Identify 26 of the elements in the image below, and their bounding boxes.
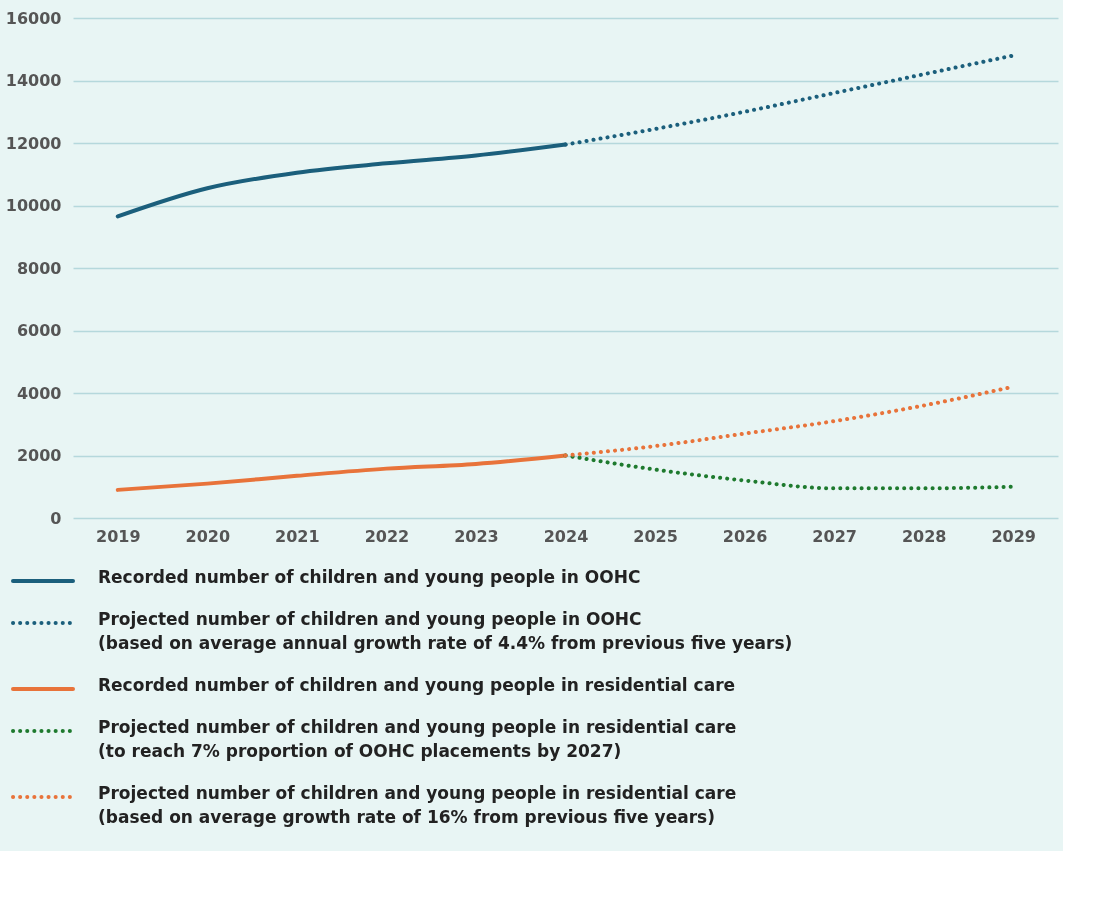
legend-label: Projected number of children and young people in residential care (to reach 7% proportion of OOHC placements by 2027) [98, 717, 737, 761]
y-tick-label: 0 [50, 508, 62, 528]
x-tick-label: 2023 [454, 526, 499, 546]
x-tick-label: 2025 [633, 526, 678, 546]
x-tick-label: 2029 [991, 526, 1036, 546]
x-tick-label: 2026 [722, 526, 768, 546]
y-tick-label: 2000 [16, 446, 62, 465]
y-tick-label: 6000 [16, 321, 62, 340]
y-tick-label: 16000 [5, 8, 62, 28]
legend-label: Projected number of children and young people in OOHC (based on average annual growth rate of 4.4% from previous five years) [98, 609, 793, 653]
legend-label: Recorded number of children and young people in OOHC [98, 567, 641, 587]
x-tick-label: 2024 [543, 526, 589, 546]
x-tick-label: 2019 [96, 526, 141, 546]
y-tick-label: 4000 [16, 383, 62, 403]
legend-label: Recorded number of children and young people in residential care [98, 675, 736, 695]
x-tick-label: 2022 [364, 526, 410, 546]
x-tick-label: 2028 [901, 526, 947, 546]
x-tick-label: 2021 [275, 526, 320, 546]
x-tick-label: 2020 [185, 526, 231, 546]
y-tick-label: 8000 [16, 258, 62, 278]
x-tick-label: 2027 [812, 526, 857, 546]
y-tick-label: 12000 [5, 133, 62, 153]
y-tick-label: 10000 [5, 196, 62, 215]
y-tick-label: 14000 [5, 71, 62, 90]
legend-label: Projected number of children and young people in residential care (based on average growth rate of 16% from previous five years) [98, 783, 737, 827]
line-series [563, 453, 1016, 491]
